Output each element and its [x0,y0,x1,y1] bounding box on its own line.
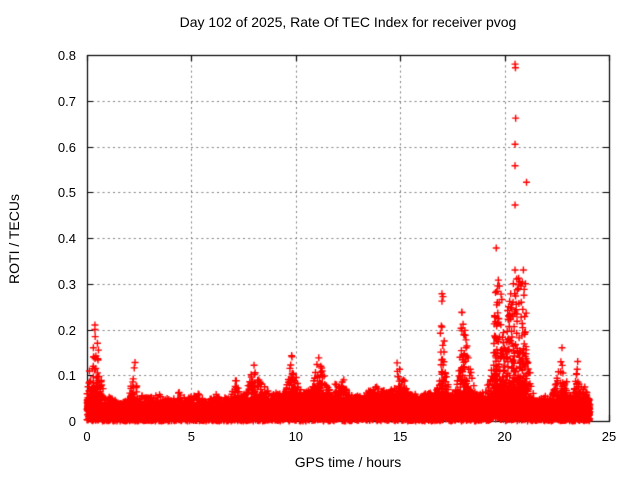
y-tick-label: 0 [68,414,76,429]
x-axis-label: GPS time / hours [294,454,402,470]
x-tick-label: 5 [187,429,195,444]
y-tick-label: 0.6 [57,139,76,155]
y-tick-label: 0.1 [57,368,76,384]
x-tick-label: 10 [288,429,304,444]
y-tick-label: 0.8 [57,48,76,63]
y-tick-label: 0.2 [57,322,76,338]
x-tick-label: 25 [601,429,617,444]
y-tick-label: 0.4 [57,231,76,246]
y-tick-label: 0.7 [57,93,76,109]
y-tick-label: 0.3 [57,276,76,292]
x-tick-label: 20 [497,429,512,444]
y-tick-label: 0.5 [57,185,76,201]
x-tick-label: 15 [392,429,408,444]
x-tick-label: 0 [83,429,91,444]
chart-title: Day 102 of 2025, Rate Of TEC Index for r… [179,14,517,30]
